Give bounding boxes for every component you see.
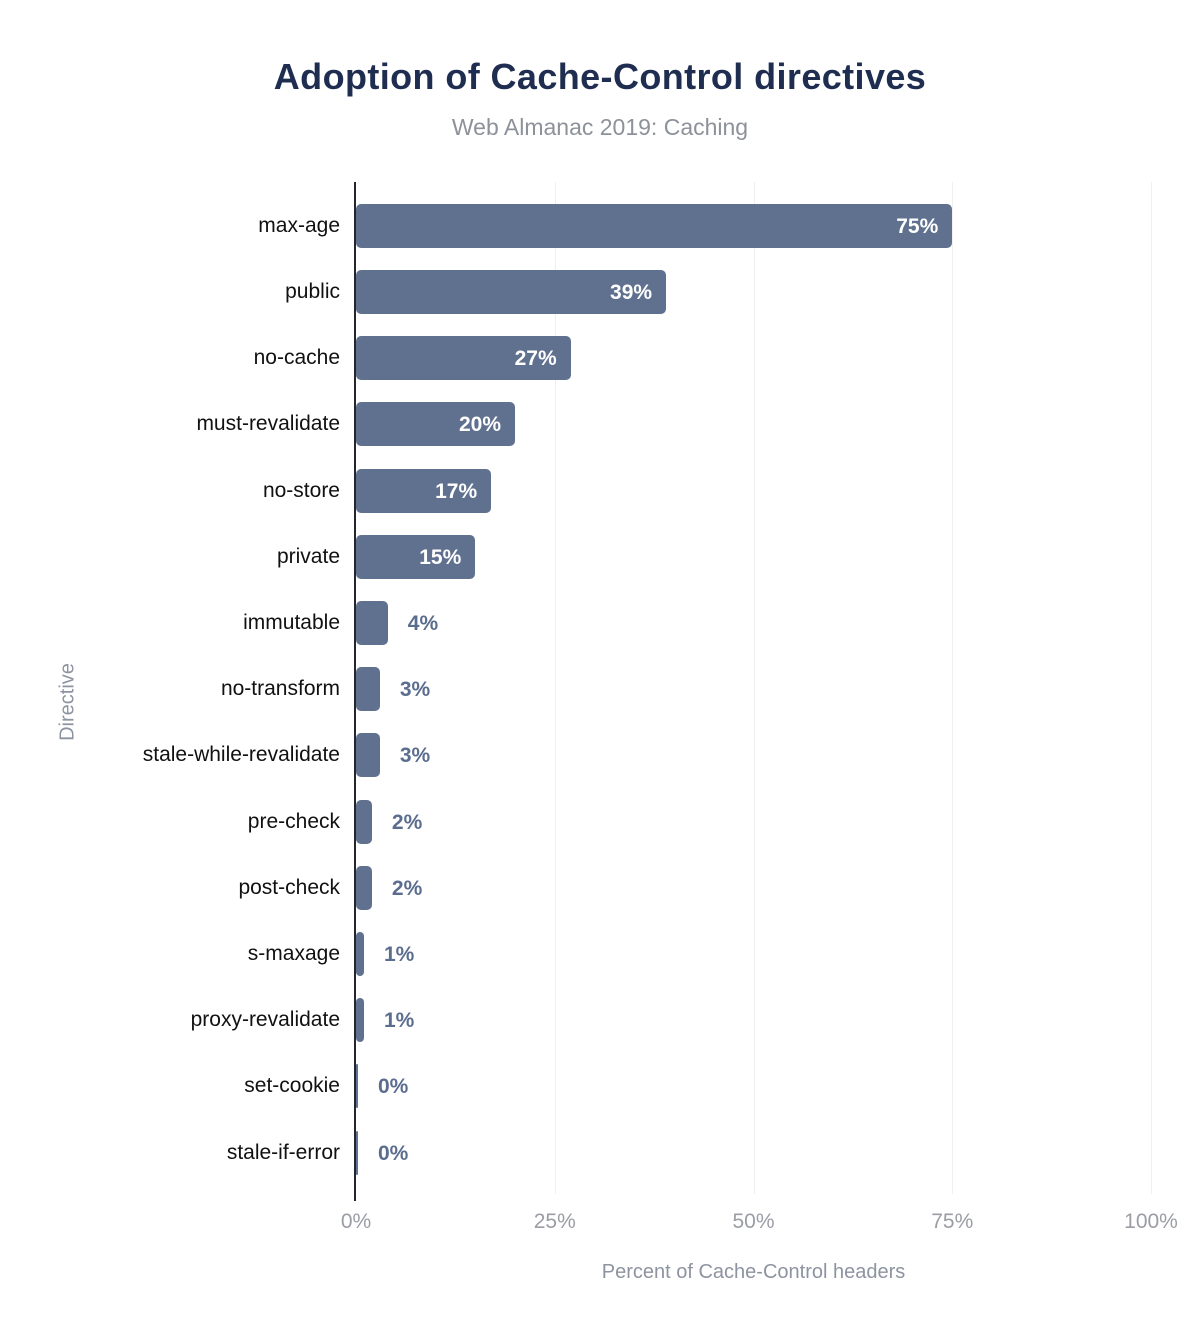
category-label-private: private — [276, 544, 340, 568]
grid-line-50 — [753, 182, 755, 1194]
grid-line-25 — [554, 182, 556, 1194]
bar-stale-while-revalidate[interactable] — [356, 733, 380, 778]
bar-max-age[interactable] — [356, 203, 953, 248]
value-label-pre-check: 2% — [391, 810, 423, 834]
x-tick-label-0: 0% — [340, 1210, 372, 1233]
value-label-post-check: 2% — [391, 876, 423, 900]
value-label-no-store: 17% — [435, 479, 478, 503]
chart-subtitle: Web Almanac 2019: Caching — [451, 114, 749, 140]
category-label-public: public — [285, 279, 340, 303]
category-label-set-cookie: set-cookie — [244, 1074, 340, 1098]
category-label-stale-if-error: stale-if-error — [226, 1140, 340, 1164]
bar-no-cache[interactable] — [356, 336, 571, 381]
value-label-set-cookie: 0% — [378, 1075, 409, 1099]
category-label-immutable: immutable — [243, 610, 340, 634]
value-label-public: 39% — [610, 280, 653, 304]
category-label-must-revalidate: must-revalidate — [196, 412, 340, 436]
y-axis-line — [354, 182, 356, 1201]
value-label-stale-if-error: 0% — [378, 1141, 409, 1165]
bar-immutable[interactable] — [356, 600, 388, 645]
x-tick-label-25: 25% — [533, 1210, 576, 1233]
value-label-no-transform: 3% — [399, 678, 431, 702]
value-label-immutable: 4% — [407, 611, 439, 635]
bar-stale-if-error[interactable] — [356, 1130, 358, 1175]
value-label-max-age: 75% — [896, 214, 939, 238]
bar-must-revalidate[interactable] — [356, 402, 515, 447]
bar-no-transform[interactable] — [356, 667, 380, 712]
grid-line-75 — [952, 182, 954, 1194]
x-tick-label-100: 100% — [1124, 1210, 1178, 1233]
value-label-stale-while-revalidate: 3% — [399, 744, 431, 768]
value-label-proxy-revalidate: 1% — [383, 1009, 415, 1033]
grid-line-100 — [1151, 182, 1152, 1194]
category-label-max-age: max-age — [258, 213, 340, 237]
value-label-s-maxage: 1% — [383, 942, 415, 966]
x-axis-title: Percent of Cache-Control headers — [601, 1261, 906, 1283]
x-tick-label-50: 50% — [732, 1210, 775, 1233]
bar-public[interactable] — [356, 269, 667, 314]
category-label-post-check: post-check — [238, 875, 340, 899]
x-tick-label-75: 75% — [931, 1210, 974, 1233]
category-label-no-transform: no-transform — [220, 677, 340, 701]
category-label-proxy-revalidate: proxy-revalidate — [190, 1008, 340, 1032]
chart-title: Adoption of Cache-Control directives — [273, 56, 927, 97]
category-label-no-cache: no-cache — [253, 346, 340, 370]
value-label-private: 15% — [419, 545, 462, 569]
value-label-no-cache: 27% — [514, 347, 557, 371]
bar-proxy-revalidate[interactable] — [356, 998, 364, 1043]
category-label-s-maxage: s-maxage — [247, 941, 340, 965]
category-label-no-store: no-store — [262, 478, 340, 502]
value-label-must-revalidate: 20% — [458, 413, 501, 437]
plot-area: Percent of Cache-Control headers 0% 25% 50… — [143, 182, 1178, 1283]
category-label-pre-check: pre-check — [247, 809, 340, 833]
bar-s-maxage[interactable] — [356, 931, 364, 976]
bar-private[interactable] — [356, 534, 476, 579]
bar-no-store[interactable] — [356, 468, 492, 513]
bar-pre-check[interactable] — [356, 799, 372, 844]
category-label-stale-while-revalidate: stale-while-revalidate — [142, 743, 340, 767]
bar-post-check[interactable] — [356, 865, 372, 910]
bar-set-cookie[interactable] — [356, 1064, 358, 1109]
